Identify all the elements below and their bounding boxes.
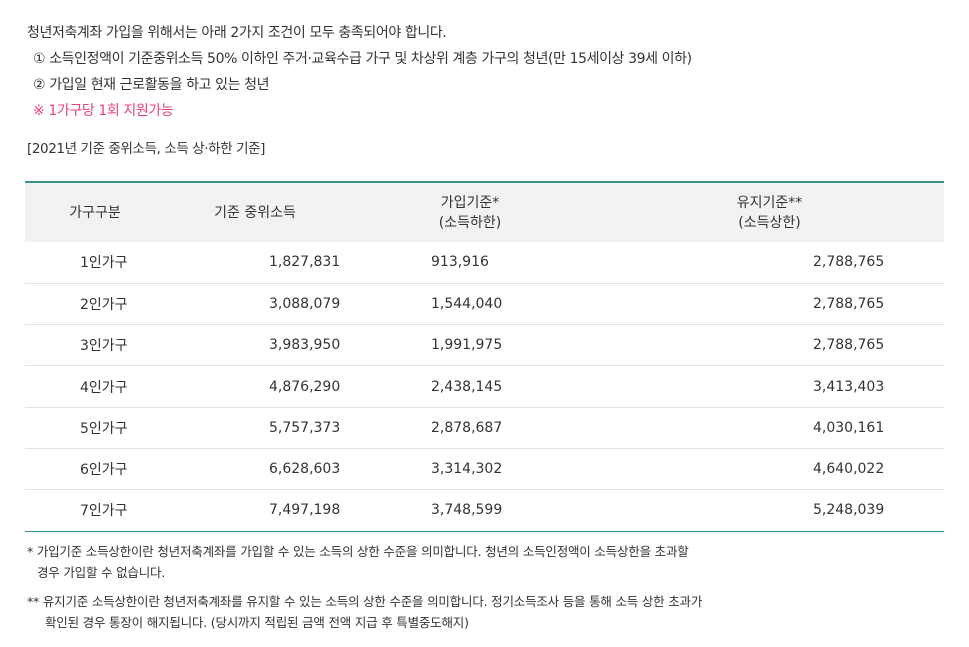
eligibility-intro: 청년저축계좌 가입을 위해서는 아래 2가지 조건이 모두 충족되어야 합니다.… [27, 20, 692, 124]
household-cell: 3인가구 [25, 324, 165, 366]
median-income-cell: 1,827,831 [269, 254, 341, 271]
header-keep-line2: (소득상한) [738, 214, 801, 231]
footnote-2-line-2: 확인된 경우 통장이 해지됩니다. (당시까지 적립된 금액 전액 지급 후 특… [45, 615, 469, 630]
join-criteria-cell: 1,544,040 [345, 282, 595, 325]
table-row: 4인가구 4,876,290 2,438,145 3,413,403 [25, 365, 944, 408]
income-criteria-table: 가구구분 기준 중위소득 가입기준* (소득하한) 유지기준** (소득상한) … [25, 181, 944, 532]
median-income-cell: 6,628,603 [165, 447, 345, 490]
join-criteria-cell: 1,991,975 [345, 324, 595, 366]
condition-1: ① 소득인정액이 기준중위소득 50% 이하인 주거·교육수급 가구 및 차상위… [33, 51, 692, 67]
footnote-keep-criteria: ** 유지기준 소득상한이란 청년저축계좌를 유지할 수 있는 소득의 상한 수… [27, 591, 702, 633]
table-row: 2인가구 3,088,079 1,544,040 2,788,765 [25, 282, 944, 325]
keep-criteria-cell: 3,413,403 [595, 365, 944, 408]
header-join-line2: (소득하한) [438, 214, 502, 231]
join-criteria-cell: 913,916 [431, 254, 489, 271]
footnote-1-line-2: 경우 가입할 수 없습니다. [37, 565, 166, 580]
household-limit-note: ※ 1가구당 1회 지원가능 [33, 103, 174, 119]
table-row: 1인가구 1,827,831 913,916 2,788,765 [25, 242, 944, 283]
table-row: 5인가구 5,757,373 2,878,687 4,030,161 [25, 406, 944, 449]
household-cell: 5인가구 [25, 406, 165, 449]
header-keep-line1: 유지기준** [736, 194, 803, 211]
intro-heading: 청년저축계좌 가입을 위해서는 아래 2가지 조건이 모두 충족되어야 합니다. [27, 25, 447, 41]
household-cell: 2인가구 [25, 282, 165, 325]
header-join-line1: 가입기준* [440, 194, 500, 211]
footnote-1-line-1: * 가입기준 소득상한이란 청년저축계좌를 가입할 수 있는 소득의 상한 수준… [27, 544, 689, 559]
household-cell: 4인가구 [25, 365, 165, 408]
table-row: 6인가구 6,628,603 3,314,302 4,640,022 [25, 447, 944, 490]
keep-criteria-cell: 4,640,022 [595, 447, 944, 490]
household-cell: 7인가구 [25, 489, 165, 532]
header-keep-criteria: 유지기준** (소득상한) [595, 182, 944, 242]
median-income-cell: 4,876,290 [165, 365, 345, 408]
footnote-join-criteria: * 가입기준 소득상한이란 청년저축계좌를 가입할 수 있는 소득의 상한 수준… [27, 541, 702, 583]
join-criteria-cell: 2,438,145 [345, 365, 595, 408]
table-row: 3인가구 3,983,950 1,991,975 2,788,765 [25, 324, 944, 366]
keep-criteria-cell: 2,788,765 [813, 254, 885, 271]
table-header-row: 가구구분 기준 중위소득 가입기준* (소득하한) 유지기준** (소득상한) [25, 182, 944, 242]
footnotes: * 가입기준 소득상한이란 청년저축계좌를 가입할 수 있는 소득의 상한 수준… [27, 541, 702, 641]
header-household: 가구구분 [69, 204, 121, 221]
keep-criteria-cell: 2,788,765 [595, 282, 944, 325]
median-income-cell: 3,983,950 [165, 324, 345, 366]
keep-criteria-cell: 4,030,161 [595, 406, 944, 449]
condition-2: ② 가입일 현재 근로활동을 하고 있는 청년 [33, 77, 270, 93]
household-cell: 6인가구 [25, 447, 165, 490]
median-income-cell: 7,497,198 [165, 489, 345, 532]
join-criteria-cell: 3,314,302 [345, 447, 595, 490]
median-income-cell: 3,088,079 [165, 282, 345, 325]
keep-criteria-cell: 2,788,765 [595, 324, 944, 366]
join-criteria-cell: 3,748,599 [345, 489, 595, 532]
join-criteria-cell: 2,878,687 [345, 406, 595, 449]
header-median-income: 기준 중위소득 [214, 204, 296, 221]
table-row: 7인가구 7,497,198 3,748,599 5,248,039 [25, 489, 944, 532]
household-cell: 1인가구 [80, 255, 128, 272]
footnote-2-line-1: ** 유지기준 소득상한이란 청년저축계좌를 유지할 수 있는 소득의 상한 수… [27, 594, 703, 609]
header-join-criteria: 가입기준* (소득하한) [345, 182, 595, 242]
keep-criteria-cell: 5,248,039 [595, 489, 944, 532]
table-caption: [2021년 기준 중위소득, 소득 상·하한 기준] [27, 141, 266, 157]
median-income-cell: 5,757,373 [165, 406, 345, 449]
